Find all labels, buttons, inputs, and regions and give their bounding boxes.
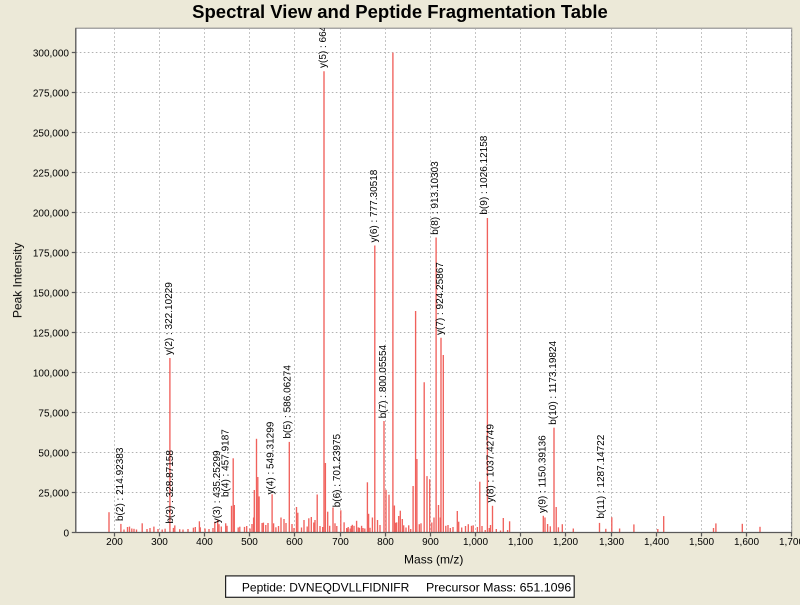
svg-text:300,000: 300,000 [33,49,70,60]
svg-text:600: 600 [286,537,303,548]
svg-text:100,000: 100,000 [33,369,70,380]
svg-text:Peak Intensity: Peak Intensity [11,243,25,318]
svg-text:b(11) : 1287.14722: b(11) : 1287.14722 [596,434,607,518]
svg-text:b(4) : 457.9187: b(4) : 457.9187 [221,429,232,497]
svg-text:Mass (m/z): Mass (m/z) [404,553,463,567]
svg-text:1,200: 1,200 [553,537,578,548]
svg-text:75,000: 75,000 [38,409,69,420]
svg-text:Precursor Mass: 651.1096: Precursor Mass: 651.1096 [426,580,571,594]
svg-text:Peptide: DVNEQDVLLFIDNIFR: Peptide: DVNEQDVLLFIDNIFR [242,580,410,594]
svg-text:25,000: 25,000 [38,489,69,500]
svg-text:200,000: 200,000 [33,209,70,220]
svg-text:b(6) : 701.23975: b(6) : 701.23975 [332,433,343,507]
svg-text:b(8) : 913.10303: b(8) : 913.10303 [430,161,441,235]
svg-text:500: 500 [241,537,258,548]
svg-text:150,000: 150,000 [33,289,70,300]
svg-text:250,000: 250,000 [33,129,70,140]
svg-text:1,500: 1,500 [689,537,714,548]
svg-text:1,400: 1,400 [644,537,669,548]
svg-text:1,100: 1,100 [508,537,533,548]
svg-text:y(3) : 435.25299: y(3) : 435.25299 [212,450,223,523]
svg-text:1,600: 1,600 [734,537,759,548]
svg-text:400: 400 [196,537,213,548]
svg-text:y(7) : 924.25867: y(7) : 924.25867 [435,262,446,335]
svg-text:y(5) : 664.22115: y(5) : 664.22115 [318,0,329,68]
svg-text:b(7) : 800.05554: b(7) : 800.05554 [378,344,389,418]
svg-text:1,700: 1,700 [779,537,800,548]
svg-text:225,000: 225,000 [33,169,70,180]
svg-text:275,000: 275,000 [33,89,70,100]
svg-text:175,000: 175,000 [33,249,70,260]
svg-text:Spectral View and Peptide Frag: Spectral View and Peptide Fragmentation … [192,1,608,22]
svg-text:0: 0 [63,529,69,540]
svg-text:125,000: 125,000 [33,329,70,340]
svg-text:y(4) : 549.31299: y(4) : 549.31299 [266,421,277,494]
svg-text:900: 900 [422,537,439,548]
svg-text:y(9) : 1150.39136: y(9) : 1150.39136 [537,435,548,513]
svg-text:300: 300 [151,537,168,548]
svg-text:b(2) : 214.92383: b(2) : 214.92383 [115,447,126,521]
svg-text:700: 700 [332,537,349,548]
svg-text:1,300: 1,300 [599,537,624,548]
svg-text:800: 800 [377,537,394,548]
svg-text:1,000: 1,000 [463,537,488,548]
svg-text:y(8) : 1037.42749: y(8) : 1037.42749 [486,424,497,503]
svg-text:b(10) : 1173.19824: b(10) : 1173.19824 [548,340,559,424]
svg-text:b(9) : 1026.12158: b(9) : 1026.12158 [479,135,490,214]
svg-text:200: 200 [106,537,123,548]
svg-text:50,000: 50,000 [38,449,69,460]
svg-text:b(3) : 328.87158: b(3) : 328.87158 [165,450,176,524]
svg-text:y(6) : 777.30518: y(6) : 777.30518 [369,169,380,242]
svg-text:b(5) : 586.06274: b(5) : 586.06274 [282,365,293,439]
svg-text:y(2) : 322.10229: y(2) : 322.10229 [164,282,175,355]
